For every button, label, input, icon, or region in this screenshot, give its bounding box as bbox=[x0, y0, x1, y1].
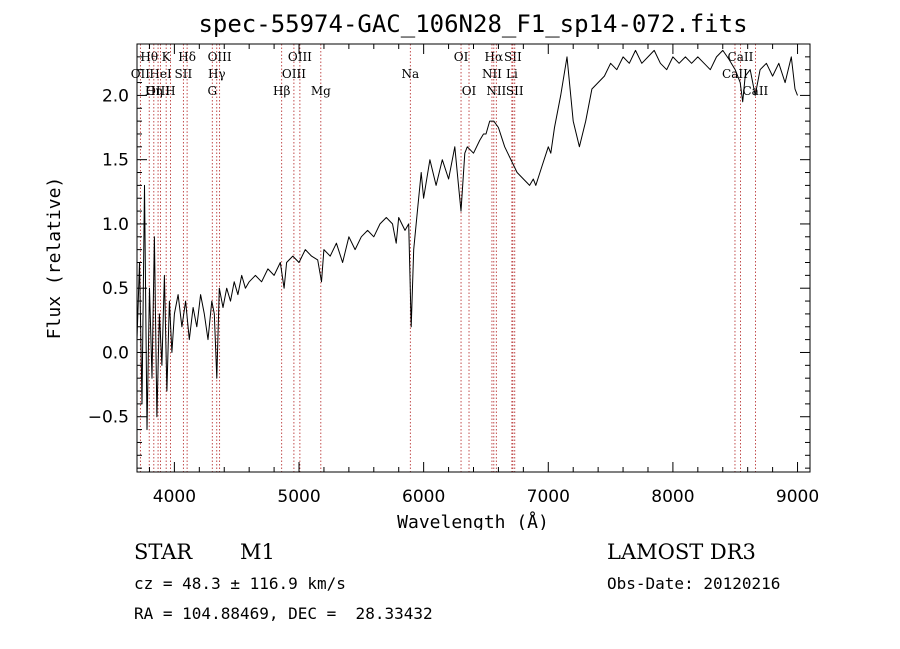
x-tick-label-1: 5000 bbox=[277, 487, 320, 507]
marker-label-16: Li bbox=[506, 67, 518, 81]
spectrum-chart: spec-55974-GAC_106N28_F1_sp14-072.fits H… bbox=[44, 10, 819, 530]
marker-label-4: OIII bbox=[288, 50, 312, 64]
obs-date: Obs-Date: 20120216 bbox=[607, 574, 781, 593]
marker-label-9: OII bbox=[131, 67, 151, 81]
marker-label-7: SII bbox=[504, 50, 522, 64]
marker-label-19: Hη bbox=[145, 84, 163, 98]
x-tick-label-3: 7000 bbox=[527, 487, 570, 507]
y-tick-label-3: 1.0 bbox=[102, 215, 129, 235]
x-tick-label-5: 9000 bbox=[776, 487, 819, 507]
marker-label-23: Mg bbox=[311, 84, 331, 98]
y-tick-label-2: 0.5 bbox=[102, 279, 129, 299]
object-class: STAR bbox=[134, 540, 193, 564]
chart-title: spec-55974-GAC_106N28_F1_sp14-072.fits bbox=[198, 10, 747, 38]
y-axis: −0.5 0.0 0.5 1.0 1.5 2.0 bbox=[88, 56, 810, 469]
survey-name: LAMOST DR3 bbox=[607, 540, 756, 564]
object-subclass: M1 bbox=[240, 540, 275, 564]
x-axis-label: Wavelength (Å) bbox=[397, 511, 549, 530]
marker-label-11: SII bbox=[175, 67, 193, 81]
y-tick-label-5: 2.0 bbox=[102, 86, 129, 106]
marker-label-0: Hθ bbox=[140, 50, 158, 64]
marker-label-6: Hα bbox=[485, 50, 504, 64]
marker-label-17: CaII bbox=[722, 67, 748, 81]
y-axis-label: Flux (relative) bbox=[44, 177, 65, 340]
marker-label-22: Hβ bbox=[273, 84, 290, 98]
y-tick-label-0: −0.5 bbox=[88, 408, 129, 428]
marker-label-15: NII bbox=[482, 67, 502, 81]
marker-label-1: K bbox=[162, 50, 172, 64]
plot-frame bbox=[136, 43, 811, 473]
marker-label-14: Na bbox=[401, 67, 419, 81]
marker-label-21: G bbox=[207, 84, 217, 98]
y-tick-label-4: 1.5 bbox=[102, 151, 129, 171]
x-tick-label-4: 8000 bbox=[651, 487, 694, 507]
marker-label-13: OIII bbox=[282, 67, 306, 81]
spectrum-series bbox=[136, 49, 798, 431]
marker-label-8: CaII bbox=[728, 50, 754, 64]
marker-label-5: OI bbox=[454, 50, 469, 64]
marker-label-3: OIII bbox=[208, 50, 232, 64]
marker-label-25: NII bbox=[486, 84, 506, 98]
marker-label-12: Hγ bbox=[208, 67, 226, 81]
x-tick-label-2: 6000 bbox=[402, 487, 445, 507]
series-line-0 bbox=[136, 49, 798, 431]
coordinates: RA = 104.88469, DEC = 28.33432 bbox=[134, 604, 433, 623]
marker-label-2: Hδ bbox=[178, 50, 196, 64]
marker-label-10: HeI bbox=[149, 67, 172, 81]
marker-label-18: OIII bbox=[146, 84, 170, 98]
x-tick-label-0: 4000 bbox=[153, 487, 196, 507]
marker-label-20: H bbox=[165, 84, 175, 98]
marker-label-26: SII bbox=[506, 84, 524, 98]
x-axis: 4000 5000 6000 7000 8000 9000 bbox=[148, 44, 819, 507]
redshift-value: cz = 48.3 ± 116.9 km/s bbox=[134, 574, 346, 593]
y-tick-label-1: 0.0 bbox=[102, 343, 129, 363]
marker-label-24: OI bbox=[462, 84, 477, 98]
